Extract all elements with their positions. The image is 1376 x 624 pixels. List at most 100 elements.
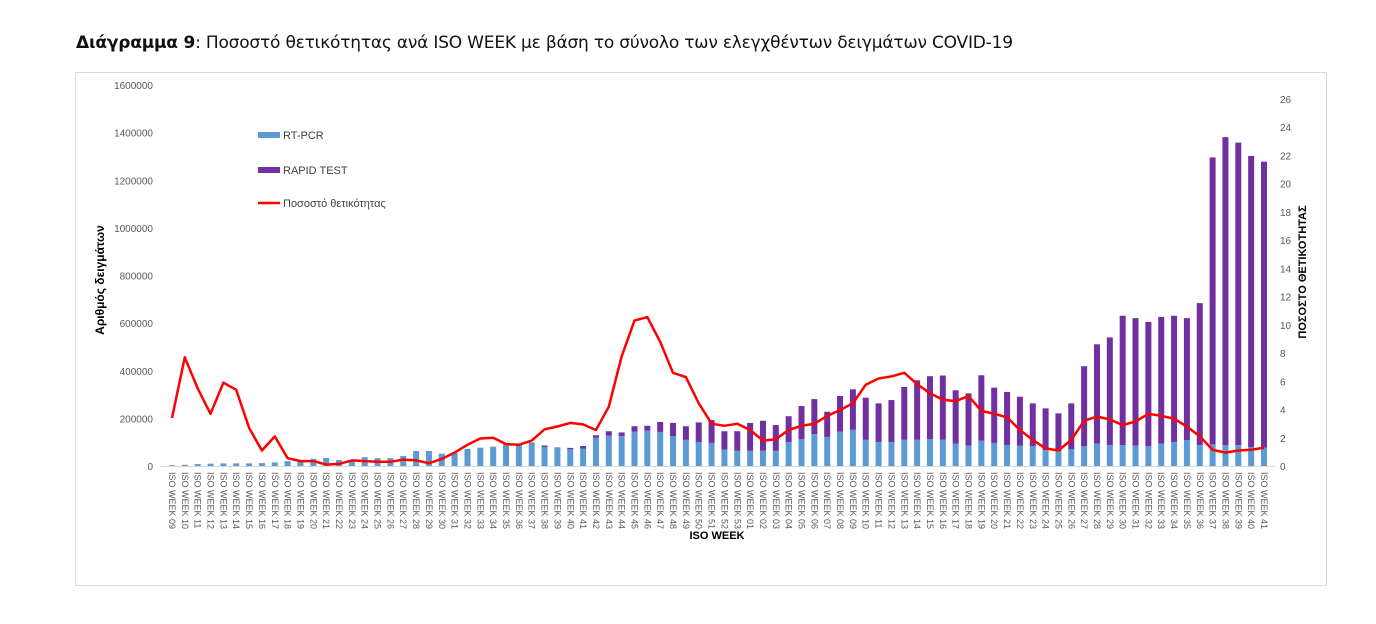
- bar-rtpcr: [952, 443, 959, 466]
- x-tick-label: ISO WEEK 10: [861, 472, 871, 529]
- x-tick-label: ISO WEEK 47: [655, 472, 665, 529]
- bar-rapid-test: [965, 393, 972, 446]
- bar-rapid-test: [670, 422, 677, 437]
- y-tick-label: 800000: [120, 272, 154, 283]
- bar-rapid-test: [875, 403, 882, 442]
- bar-rapid-test: [952, 390, 959, 444]
- bar-rtpcr: [1055, 451, 1062, 466]
- bar-rapid-test: [901, 386, 908, 440]
- bar-rtpcr: [888, 441, 895, 466]
- bar-rtpcr: [1016, 445, 1023, 466]
- x-tick-label: ISO WEEK 21: [321, 472, 331, 529]
- y-tick-label: 400000: [120, 367, 154, 378]
- bar-rapid-test: [708, 420, 715, 443]
- x-tick-label: ISO WEEK 39: [1233, 472, 1243, 529]
- bars-layer: [169, 137, 1267, 466]
- bar-rapid-test: [1029, 403, 1036, 447]
- bar-rtpcr: [1042, 450, 1049, 466]
- x-tick-label: ISO WEEK 17: [951, 472, 961, 529]
- x-tick-label: ISO WEEK 24: [360, 472, 370, 529]
- chart-frame: [75, 72, 1327, 586]
- chart-title: Διάγραμμα 9: Ποσοστό θετικότητας ανά ISO…: [76, 33, 1013, 53]
- x-tick-label: ISO WEEK 50: [694, 472, 704, 529]
- x-tick-label: ISO WEEK 16: [257, 472, 267, 529]
- x-tick-label: ISO WEEK 29: [1105, 472, 1115, 529]
- positivity-line: [170, 315, 1265, 466]
- bar-rtpcr: [592, 437, 599, 466]
- bar-rtpcr: [644, 430, 651, 466]
- bar-rapid-test: [811, 399, 818, 435]
- bar-rapid-test: [798, 405, 805, 440]
- x-tick-label: ISO WEEK 19: [295, 472, 305, 529]
- bar-rapid-test: [1171, 315, 1178, 442]
- x-tick-label: ISO WEEK 15: [925, 472, 935, 529]
- y2-tick-label: 12: [1280, 293, 1292, 304]
- bar-rtpcr: [991, 442, 998, 466]
- bar-rtpcr: [284, 461, 291, 466]
- bar-rtpcr: [618, 436, 625, 466]
- x-tick-label: ISO WEEK 30: [1118, 472, 1128, 529]
- x-tick-label: ISO WEEK 09: [167, 472, 177, 529]
- x-tick-label: ISO WEEK 48: [668, 472, 678, 529]
- bar-rtpcr: [567, 449, 574, 466]
- x-tick-label: ISO WEEK 05: [797, 472, 807, 529]
- bar-rapid-test: [914, 380, 921, 440]
- bar-rtpcr: [926, 439, 933, 466]
- x-tick-label: ISO WEEK 35: [1182, 472, 1192, 529]
- bar-rapid-test: [1235, 142, 1242, 446]
- bar-rtpcr: [811, 434, 818, 466]
- bar-rtpcr: [695, 441, 702, 466]
- bar-rapid-test: [1145, 321, 1152, 447]
- line-layer: [170, 315, 1265, 466]
- y-tick-label: 200000: [120, 414, 154, 425]
- bar-rtpcr: [207, 463, 214, 466]
- bar-rtpcr: [503, 444, 510, 466]
- x-tick-label: ISO WEEK 34: [1169, 472, 1179, 529]
- bar-rtpcr: [862, 439, 869, 466]
- x-tick-label: ISO WEEK 25: [1053, 472, 1063, 529]
- bar-rapid-test: [1261, 161, 1267, 448]
- bar-rapid-test: [1183, 318, 1190, 441]
- bar-rapid-test: [824, 411, 831, 437]
- bar-rtpcr: [194, 464, 201, 466]
- chart-title-rest: : Ποσοστό θετικότητας ανά ISO WEEK με βά…: [195, 33, 1013, 53]
- bar-rtpcr: [824, 436, 831, 466]
- bar-rapid-test: [631, 426, 638, 432]
- bar-rtpcr: [747, 450, 754, 466]
- y2-tick-label: 20: [1280, 180, 1292, 191]
- y2-tick-label: 0: [1280, 462, 1286, 473]
- y2-axis-title: ΠΟΣΟΣΤΟ ΘΕΤΙΚΟΤΗΤΑΣ: [1297, 205, 1309, 339]
- x-tick-label: ISO WEEK 33: [475, 472, 485, 529]
- y-tick-label: 1400000: [114, 129, 153, 140]
- legend-label-rtpcr: RT-PCR: [283, 130, 324, 142]
- bar-rtpcr: [721, 449, 728, 466]
- bar-rapid-test: [862, 397, 869, 440]
- x-tick-label: ISO WEEK 08: [835, 472, 845, 529]
- bar-rtpcr: [1158, 443, 1165, 466]
- x-tick-label: ISO WEEK 23: [347, 472, 357, 529]
- legend-swatch-rapid: [258, 167, 280, 173]
- bar-rtpcr: [451, 452, 458, 466]
- bar-rtpcr: [1093, 443, 1100, 466]
- x-tick-label: ISO WEEK 32: [1143, 472, 1153, 529]
- x-tick-label: ISO WEEK 51: [707, 472, 717, 529]
- x-tick-label: ISO WEEK 19: [976, 472, 986, 529]
- bar-rtpcr: [413, 450, 420, 466]
- x-tick-label: ISO WEEK 11: [193, 472, 203, 528]
- x-tick-label: ISO WEEK 28: [411, 472, 421, 529]
- bar-rtpcr: [528, 443, 535, 466]
- x-tick-label: ISO WEEK 27: [1079, 472, 1089, 529]
- x-tick-label: ISO WEEK 45: [629, 472, 639, 529]
- x-tick-label: ISO WEEK 15: [244, 472, 254, 529]
- bar-rtpcr: [1222, 445, 1229, 466]
- bar-rtpcr: [425, 450, 432, 466]
- x-tick-label: ISO WEEK 18: [283, 472, 293, 529]
- bar-rtpcr: [965, 445, 972, 466]
- y-tick-label: 1600000: [114, 81, 153, 92]
- x-tick-label: ISO WEEK 13: [899, 472, 909, 529]
- bar-rtpcr: [1145, 446, 1152, 466]
- x-tick-label: ISO WEEK 29: [424, 472, 434, 529]
- bar-rapid-test: [926, 376, 933, 440]
- x-tick-label: ISO WEEK 02: [758, 472, 768, 529]
